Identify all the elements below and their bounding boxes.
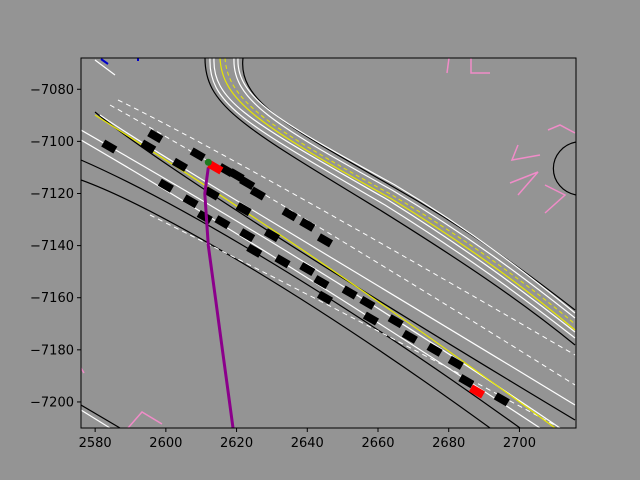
- y-tick-label: −7140: [30, 239, 74, 254]
- vehicle-23: [313, 275, 330, 290]
- center-line: [219, 58, 576, 331]
- vehicle-11: [203, 186, 220, 201]
- vehicle-0: [101, 139, 118, 154]
- lane-line: [81, 409, 111, 428]
- vehicle-9: [239, 176, 256, 191]
- x-tick-label: 2700: [503, 436, 536, 451]
- y-axis: −7080 −7100 −7120 −7140 −7160 −7180 −7200: [30, 83, 81, 410]
- vehicle-17: [246, 243, 263, 258]
- y-tick-label: −7160: [30, 291, 74, 306]
- vehicle-18: [281, 207, 298, 222]
- vehicle-6: [189, 147, 206, 162]
- vehicle-20: [316, 233, 334, 248]
- lane-line: [233, 58, 576, 319]
- vehicles: [101, 129, 510, 407]
- vehicle-33: [493, 392, 510, 407]
- vehicle-31: [447, 355, 464, 370]
- lane-line: [213, 58, 576, 333]
- lane-line-dashed: [117, 99, 576, 356]
- axes-frame: [80, 57, 577, 429]
- y-tick-label: −7080: [30, 83, 74, 98]
- x-tick-label: 2680: [432, 436, 465, 451]
- vehicle-32: [458, 374, 475, 389]
- lane-line: [209, 58, 576, 339]
- x-tick-label: 2620: [220, 436, 253, 451]
- lane-line-dashed: [109, 104, 576, 386]
- y-tick-label: −7180: [30, 343, 74, 358]
- vehicle-30: [426, 342, 443, 357]
- vehicle-12: [196, 209, 213, 224]
- road-edge: [81, 179, 491, 428]
- vehicle-21: [274, 254, 291, 269]
- vehicle-19: [299, 217, 316, 232]
- y-tick-label: −7100: [30, 135, 74, 150]
- vehicle-29: [401, 329, 418, 344]
- lane-line: [81, 139, 541, 428]
- lane-line: [237, 58, 576, 314]
- lane-line: [81, 129, 561, 428]
- vehicle-24: [341, 285, 358, 300]
- y-tick-label: −7120: [30, 187, 74, 202]
- road-edge: [242, 58, 576, 311]
- vehicle-5: [182, 194, 199, 209]
- road-edge: [81, 404, 121, 428]
- vehicle-14: [235, 202, 252, 217]
- x-tick-label: 2580: [79, 436, 112, 451]
- vehicle-15: [239, 228, 256, 243]
- vehicle-16: [263, 228, 280, 243]
- vehicle-26: [316, 290, 334, 305]
- center-line: [94, 114, 556, 428]
- road-edge: [552, 141, 576, 196]
- vehicle-10: [249, 186, 266, 201]
- vehicle-3: [171, 157, 189, 172]
- x-tick-label: 2660: [361, 436, 394, 451]
- vehicle-27: [362, 311, 379, 326]
- vehicle-1: [147, 129, 164, 144]
- vehicle-8: [228, 168, 245, 183]
- vehicle-28: [387, 314, 404, 329]
- lane-line: [94, 59, 116, 76]
- road-map: [81, 58, 576, 428]
- ego-vehicle-1: [468, 384, 486, 399]
- road-edge: [204, 58, 576, 346]
- vehicle-25: [359, 295, 376, 310]
- x-tick-label: 2600: [149, 436, 182, 451]
- vehicle-2: [140, 139, 157, 154]
- lane-line: [99, 114, 576, 406]
- vehicle-22: [299, 262, 316, 277]
- x-tick-label: 2640: [291, 436, 324, 451]
- y-tick-label: −7200: [30, 395, 74, 410]
- goal-marker: [204, 158, 212, 166]
- vehicle-4: [157, 178, 174, 193]
- blue-marker: [100, 58, 109, 65]
- x-axis: 2580 2600 2620 2640 2660 2680 2700: [79, 428, 536, 451]
- center-line-dashed: [224, 58, 576, 325]
- vehicle-13: [214, 215, 231, 230]
- plot-area: [81, 58, 576, 428]
- lane-line-dashed: [149, 214, 561, 428]
- trajectory-line: [203, 167, 235, 428]
- road-edge: [81, 159, 521, 428]
